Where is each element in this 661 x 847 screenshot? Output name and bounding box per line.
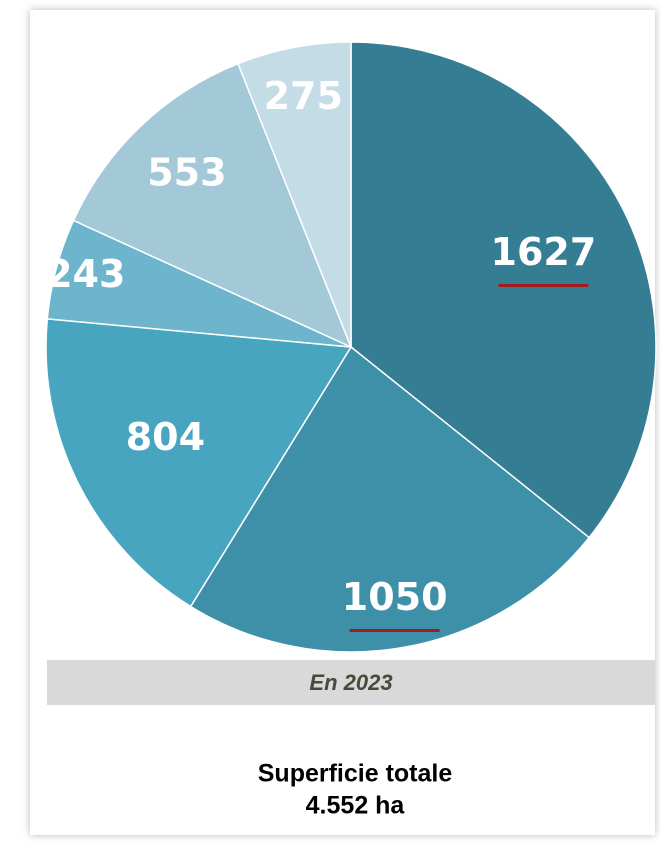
slice (72, 62, 353, 349)
slice (189, 345, 591, 653)
slice (45, 318, 353, 608)
value-label: 243 (46, 252, 125, 296)
value-label: 553 (147, 150, 226, 194)
footer-line: Superficie totale (258, 760, 453, 788)
caption: En 2023 (309, 670, 392, 695)
value-label: 804 (126, 415, 205, 459)
slice (350, 41, 657, 539)
pie: 1627 1050 804 243 553 275 (45, 41, 657, 653)
value-label: 275 (264, 74, 343, 118)
value-label: 1050 (342, 575, 448, 619)
footer-line: 4.552 ha (306, 792, 406, 820)
slice (237, 41, 352, 348)
value-label: 1627 (491, 230, 597, 274)
caption-bar (47, 660, 655, 705)
